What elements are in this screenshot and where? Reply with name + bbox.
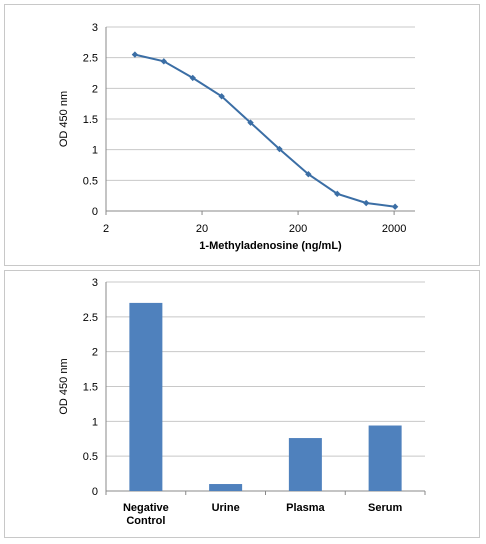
y-tick-label: 3	[92, 22, 98, 34]
x-tick-label: Plasma	[286, 502, 325, 514]
y-tick-label: 0	[92, 486, 98, 498]
y-tick-label: 0.5	[83, 175, 98, 187]
x-tick-label-line: Serum	[368, 502, 402, 514]
y-axis-title: OD 450 nm	[58, 91, 70, 147]
x-tick-label: Negative Control	[123, 502, 169, 527]
y-tick-label: 0	[92, 206, 98, 218]
data-point	[391, 203, 399, 210]
data-point	[131, 51, 139, 58]
y-axis-title: OD 450 nm	[58, 358, 70, 414]
x-tick-label: Urine	[212, 502, 240, 514]
y-tick-label: 1	[92, 416, 98, 428]
y-tick-label: 2	[92, 347, 98, 359]
data-point	[218, 93, 225, 100]
x-tick-label-line: Urine	[212, 502, 240, 514]
bar	[129, 302, 163, 491]
data-point	[160, 58, 168, 65]
bar-chart-panel: 0 0.5 1 1.5 2 2.5 3 Negative Control Urine Plasma S…	[4, 270, 480, 538]
y-tick-label: 2	[92, 83, 98, 95]
data-point	[247, 119, 254, 126]
bar	[288, 438, 322, 491]
line-chart: 0 0.5 1 1.5 2 2.5 3 2 20 200 2000 1-Methyladenosine…	[58, 22, 415, 252]
bar	[209, 484, 243, 491]
x-tick-label: 2000	[382, 223, 406, 235]
y-tick-label: 1.5	[83, 114, 98, 126]
x-tick-label-line: Negative	[123, 502, 169, 514]
y-tick-label: 3	[92, 277, 98, 289]
y-tick-label: 1.5	[83, 382, 98, 394]
y-tick-label: 2.5	[83, 53, 98, 65]
data-point	[362, 199, 370, 207]
x-axis-title: 1-Methyladenosine (ng/mL)	[199, 240, 342, 252]
x-tick-label: 2	[103, 223, 109, 235]
data-point	[189, 74, 196, 82]
y-tick-label: 2.5	[83, 312, 98, 324]
line-chart-panel: 0 0.5 1 1.5 2 2.5 3 2 20 200 2000 1-Methyladenosine…	[4, 4, 480, 266]
series-line	[134, 53, 396, 208]
data-point	[305, 171, 312, 178]
y-tick-label: 1	[92, 145, 98, 157]
x-tick-label: Serum	[368, 502, 402, 514]
data-point	[276, 145, 283, 153]
x-tick-label: 20	[196, 223, 208, 235]
x-tick-label: 200	[289, 223, 307, 235]
y-tick-label: 0.5	[83, 451, 98, 463]
x-tick-label-line: Plasma	[286, 502, 325, 514]
bar	[368, 425, 402, 491]
bar-chart: 0 0.5 1 1.5 2 2.5 3 Negative Control Urine Plasma S…	[58, 277, 426, 527]
data-point	[334, 190, 341, 198]
x-tick-label-line: Control	[126, 515, 165, 527]
